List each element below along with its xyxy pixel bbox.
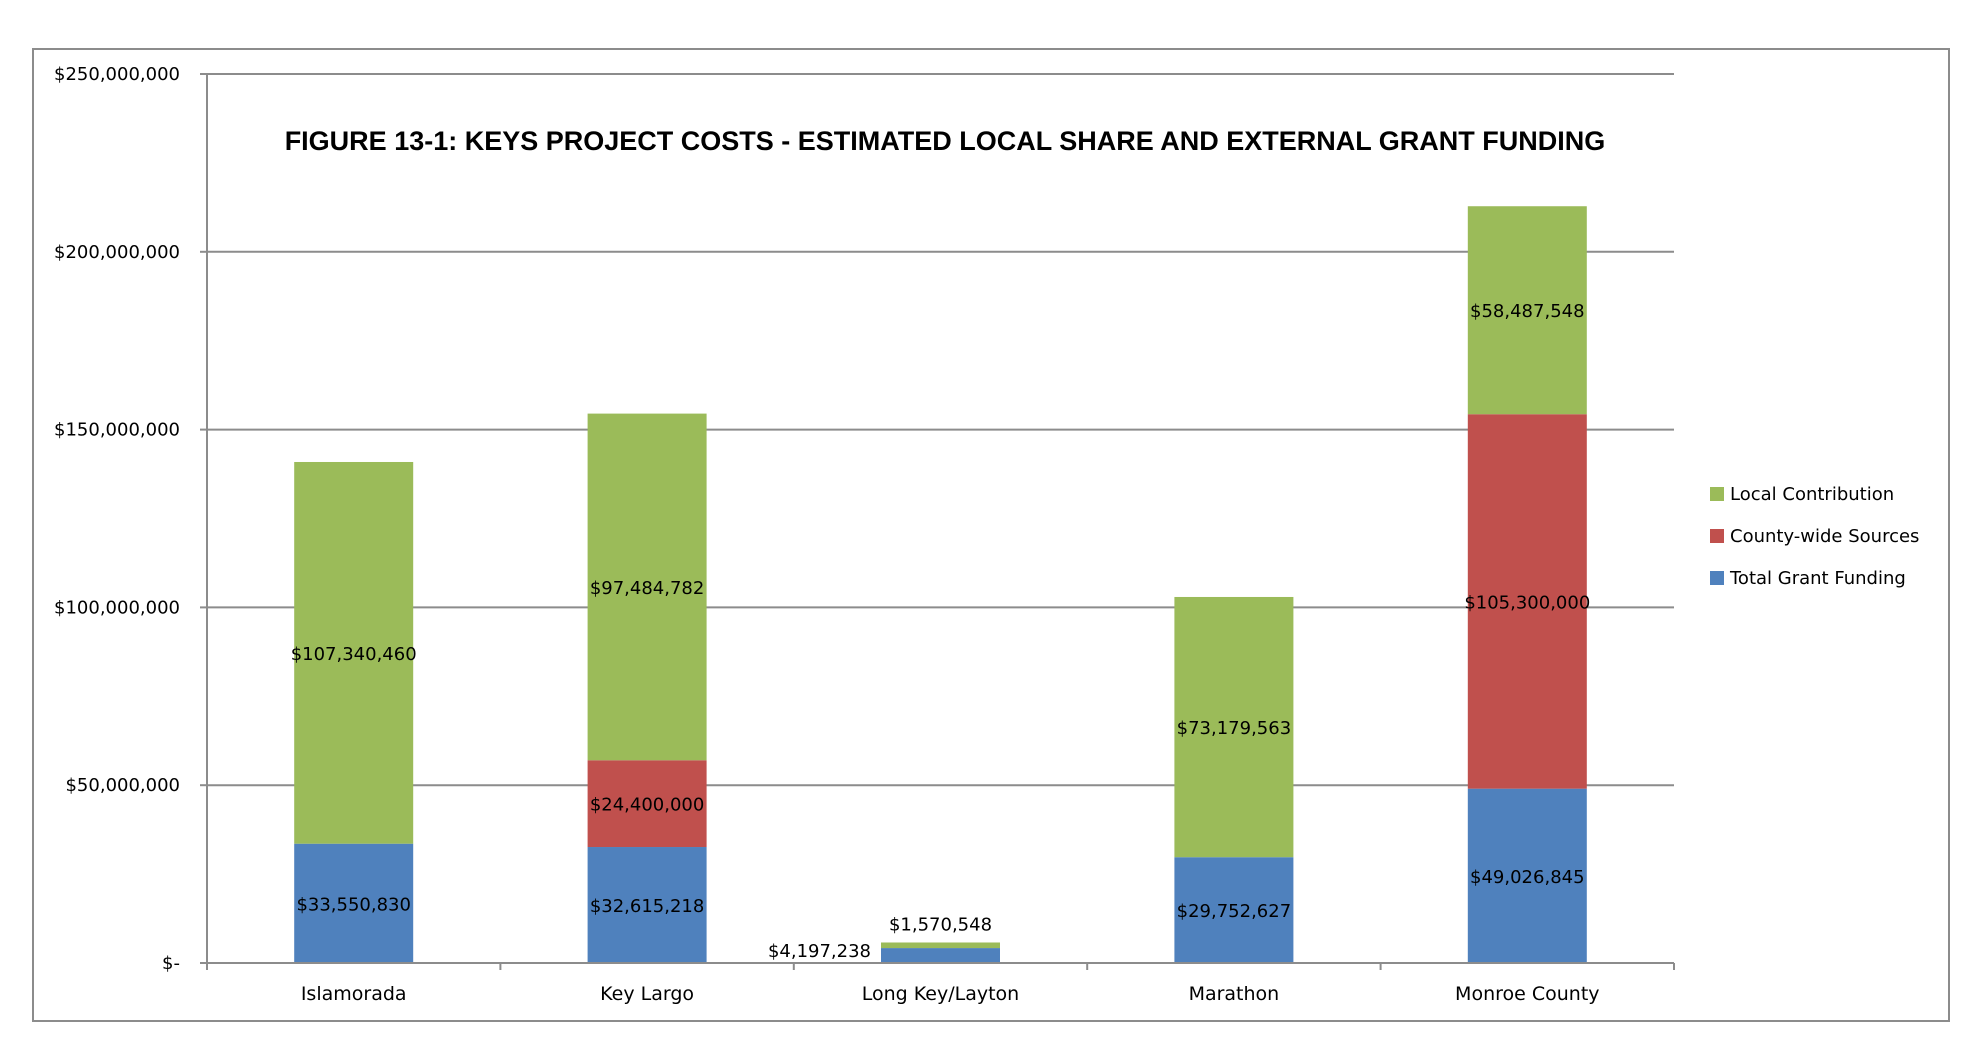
axes: $- $50,000,000 $100,000,000 $150,000,000 $20…	[54, 64, 1675, 1005]
y-tick-label: $100,000,000	[54, 597, 180, 618]
gridlines	[207, 73, 1674, 787]
bar-segment	[1467, 788, 1587, 963]
legend-label: County-wide Sources	[1730, 526, 1919, 547]
x-tick-label: Monroe County	[1455, 983, 1599, 1005]
bar-segment	[881, 948, 1000, 963]
legend-label: Local Contribution	[1730, 484, 1894, 505]
data-label: $32,615,218	[590, 896, 705, 917]
y-tick-label: $-	[162, 953, 180, 974]
chart-title: FIGURE 13-1: KEYS PROJECT COSTS - ESTIMA…	[285, 126, 1606, 156]
data-label: $58,487,548	[1470, 301, 1585, 322]
data-label: $107,340,460	[291, 644, 417, 665]
bar-segment	[1467, 414, 1587, 789]
legend-swatch	[1710, 487, 1724, 501]
bar-segment	[1174, 596, 1294, 858]
data-label: $4,197,238	[768, 941, 871, 962]
bar-segment	[587, 413, 707, 761]
legend: Local Contribution County-wide Sources Tot…	[1710, 484, 1919, 589]
data-labels: $33,550,830 $107,340,460 $32,615,218 $24,40…	[291, 301, 1591, 962]
bar-segment	[1467, 206, 1587, 415]
bar-segment	[294, 843, 414, 963]
legend-swatch	[1710, 571, 1724, 585]
bar-segment	[294, 461, 414, 844]
data-label: $1,570,548	[889, 914, 992, 935]
x-tick-label: Marathon	[1189, 983, 1280, 1005]
bar-segment	[587, 760, 707, 848]
chart-frame	[32, 48, 1950, 1022]
bar-segment	[1174, 857, 1294, 963]
x-tick-label: Key Largo	[600, 983, 694, 1005]
data-label: $73,179,563	[1177, 718, 1292, 739]
data-label: $24,400,000	[590, 795, 705, 816]
y-tick-label: $50,000,000	[65, 775, 180, 796]
bar-segment	[587, 847, 707, 963]
y-tick-label: $150,000,000	[54, 420, 180, 441]
y-tick-label: $200,000,000	[54, 242, 180, 263]
bars	[294, 206, 1587, 963]
data-label: $105,300,000	[1464, 592, 1590, 613]
bar-segment	[881, 942, 1000, 949]
data-label: $29,752,627	[1177, 901, 1292, 922]
data-label: $49,026,845	[1470, 867, 1585, 888]
y-tick-label: $250,000,000	[54, 64, 180, 85]
data-label: $33,550,830	[296, 894, 411, 915]
data-label: $97,484,782	[590, 578, 705, 599]
legend-swatch	[1710, 529, 1724, 543]
x-tick-label: Islamorada	[301, 983, 407, 1005]
legend-label: Total Grant Funding	[1729, 568, 1906, 589]
x-tick-label: Long Key/Layton	[862, 983, 1019, 1005]
